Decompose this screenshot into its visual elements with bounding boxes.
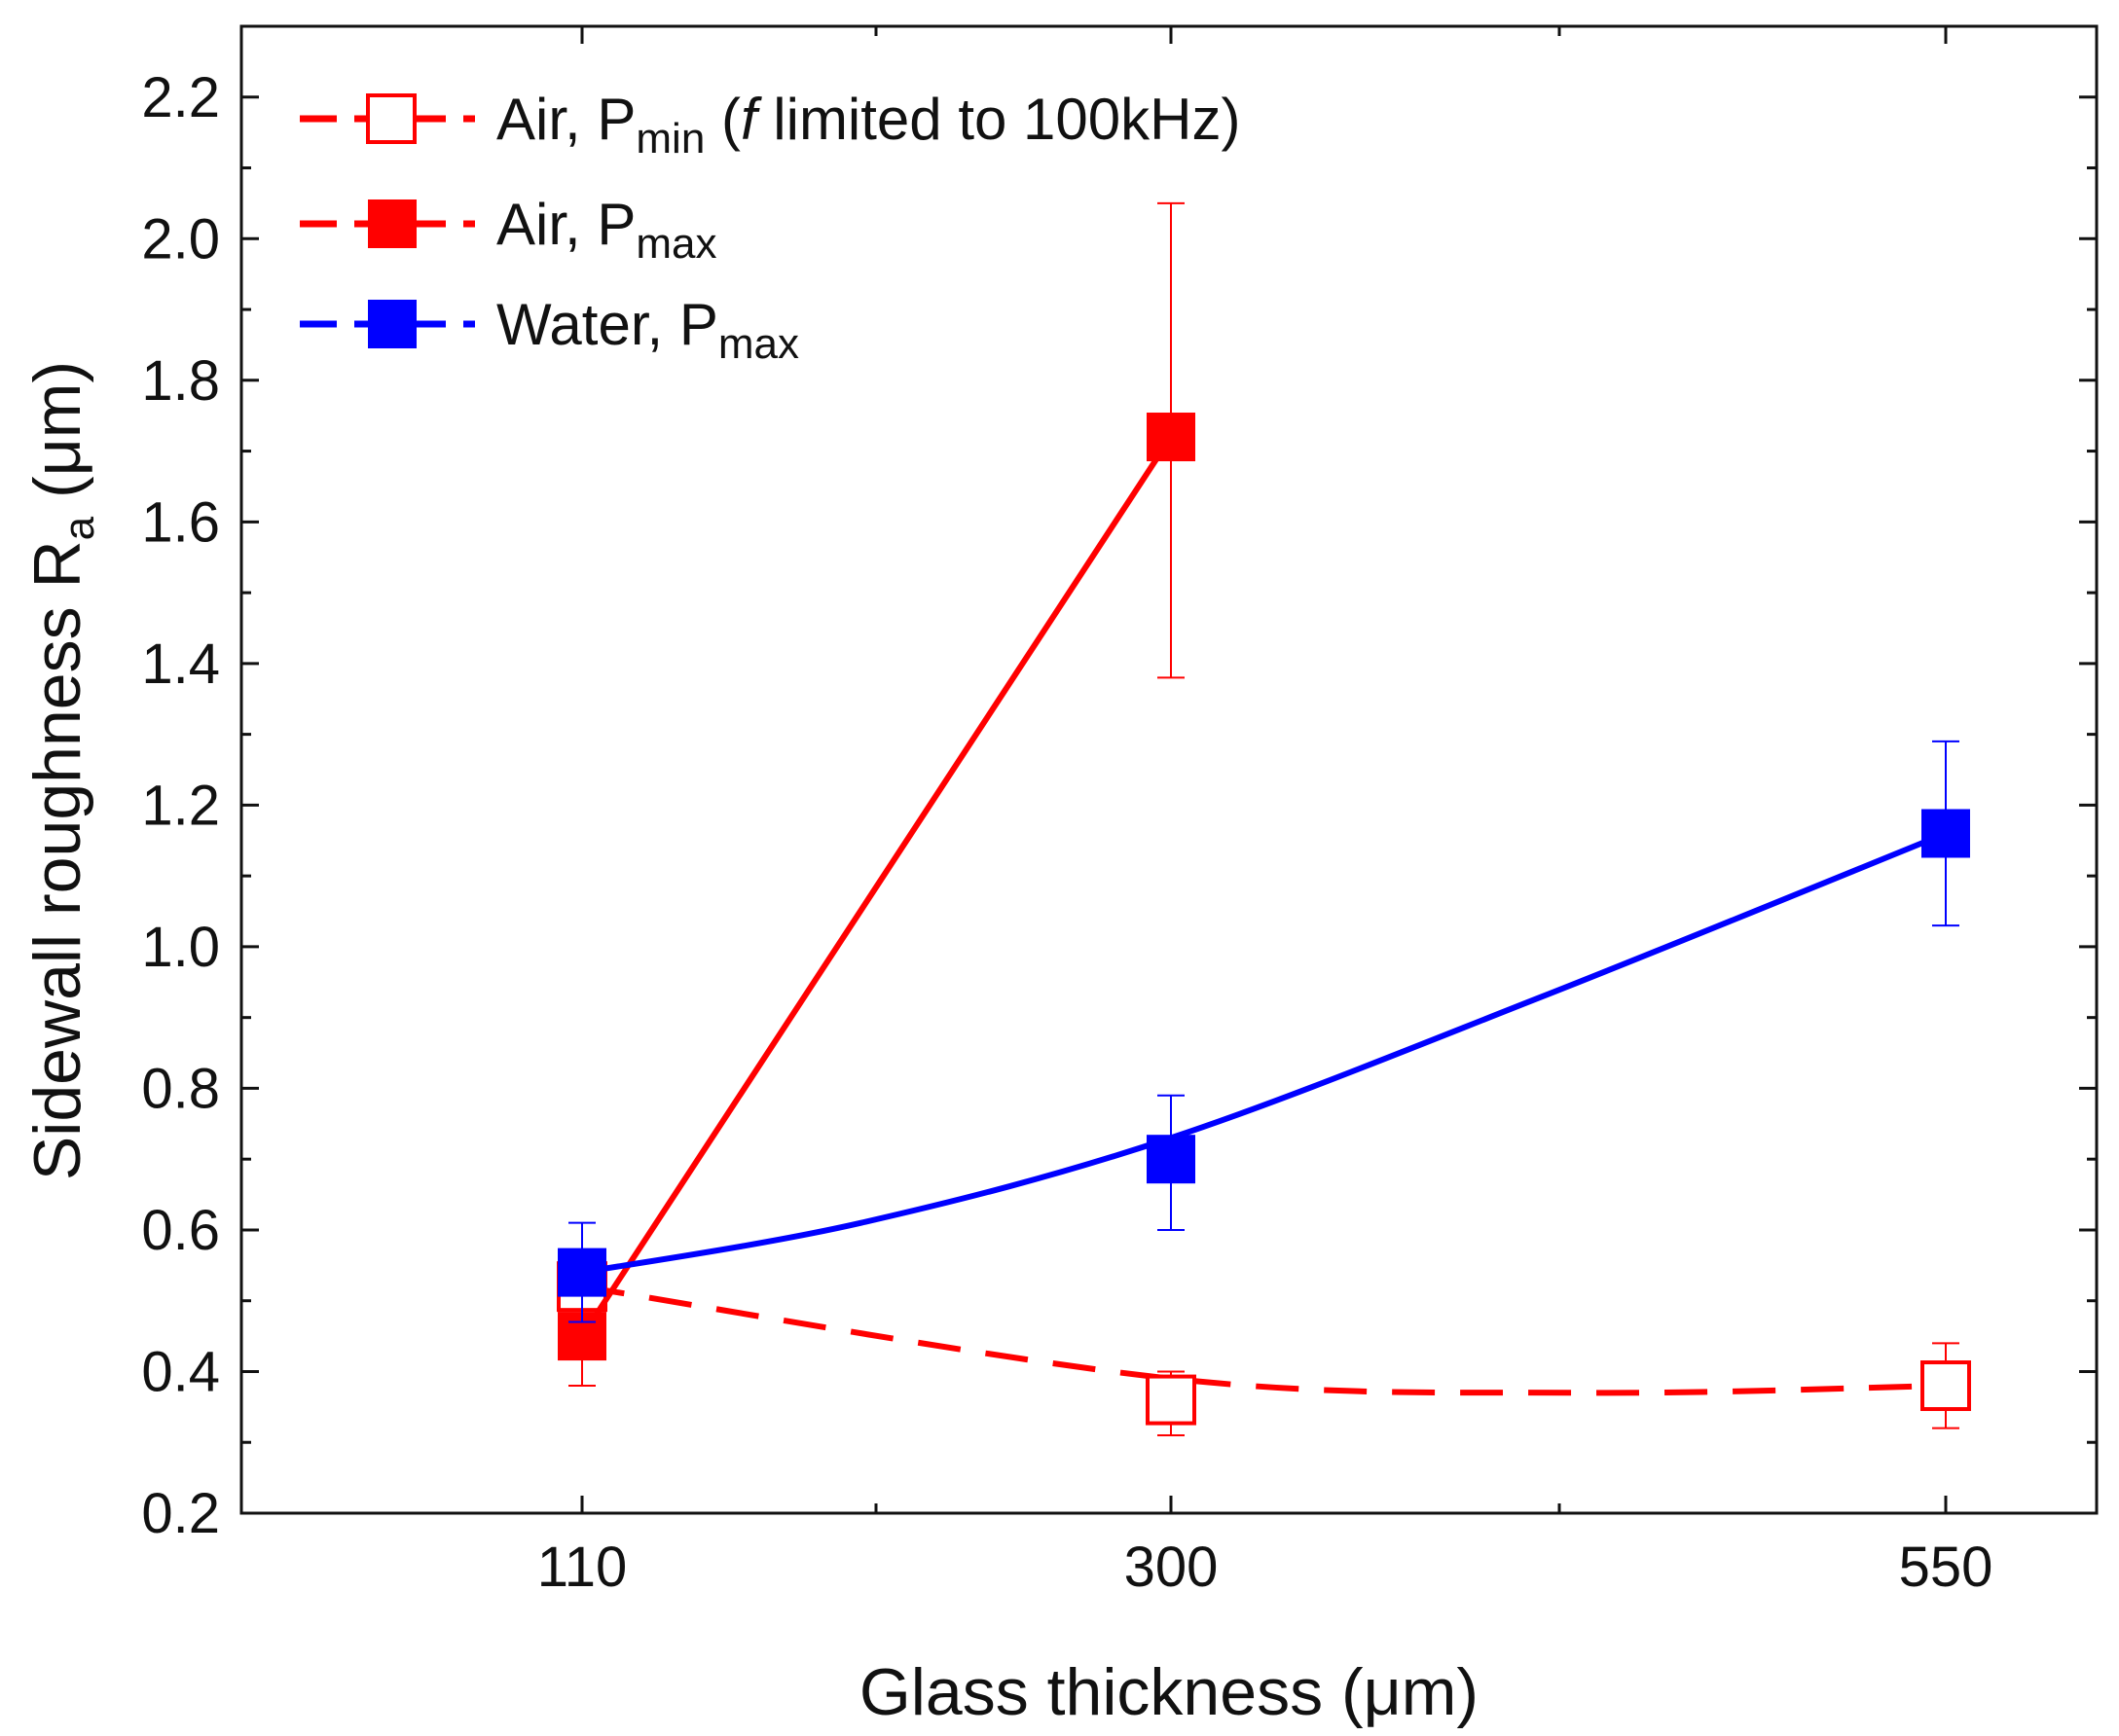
legend-label-air-pmin: Air, Pmin (f limited to 100kHz) — [496, 87, 1240, 163]
series-1 — [558, 201, 1195, 1388]
legend-open-square-marker — [366, 93, 417, 144]
y-tick-label: 1.8 — [141, 349, 220, 413]
y-axis-title: Sidewall roughness Ra (μm) — [20, 361, 103, 1180]
series-layer — [557, 201, 1971, 1436]
series-2 — [558, 740, 1970, 1323]
y-tick-label: 0.2 — [141, 1482, 220, 1545]
data-point-filled-square — [1147, 1135, 1195, 1184]
x-axis-title: Glass thickness (μm) — [859, 1655, 1479, 1729]
data-point-filled-square — [558, 1248, 606, 1297]
y-tick-label: 1.6 — [141, 490, 220, 554]
y-tick-label: 0.8 — [141, 1057, 220, 1120]
legend-label-air-pmax: Air, Pmax — [496, 192, 717, 268]
data-point-filled-square — [1147, 413, 1195, 462]
axis-ticks — [241, 26, 2097, 1515]
legend-entry-air-pmin: Air, Pmin (f limited to 100kHz) — [300, 87, 1240, 163]
plot-frame — [239, 24, 2099, 1515]
data-point-filled-square — [1921, 809, 1970, 858]
legend-filled-square-marker-blue — [368, 300, 417, 348]
y-tick-label: 1.4 — [141, 633, 220, 696]
data-point-open-square — [1920, 1360, 1971, 1412]
x-tick-label: 550 — [1899, 1536, 1993, 1599]
series-line — [579, 435, 1174, 1338]
legend-filled-square-marker-red — [368, 199, 417, 248]
series-0 — [557, 1257, 1971, 1436]
y-tick-labels: 0.2 0.4 0.6 0.8 1.0 1.2 1.4 1.6 1.8 2.0 2.2 — [141, 66, 220, 1545]
series-line — [581, 1284, 1947, 1396]
y-tick-label: 1.2 — [141, 774, 220, 837]
legend-entry-water-pmax: Water, Pmax — [300, 292, 799, 368]
legend-label-water-pmax: Water, Pmax — [496, 292, 799, 368]
data-point-open-square — [1146, 1374, 1196, 1426]
x-tick-label: 110 — [537, 1536, 627, 1599]
legend: Air, Pmin (f limited to 100kHz) Air, Pma… — [300, 87, 1240, 368]
series-line — [581, 830, 1948, 1276]
y-tick-label: 2.2 — [141, 66, 220, 129]
y-tick-label: 1.0 — [141, 916, 220, 979]
y-tick-label: 0.4 — [141, 1340, 220, 1403]
x-tick-label: 300 — [1124, 1536, 1219, 1599]
legend-entry-air-pmax: Air, Pmax — [300, 192, 717, 268]
x-tick-labels: 110 300 550 — [537, 1536, 1993, 1599]
y-tick-label: 0.6 — [141, 1199, 220, 1262]
y-tick-label: 2.0 — [141, 207, 220, 271]
